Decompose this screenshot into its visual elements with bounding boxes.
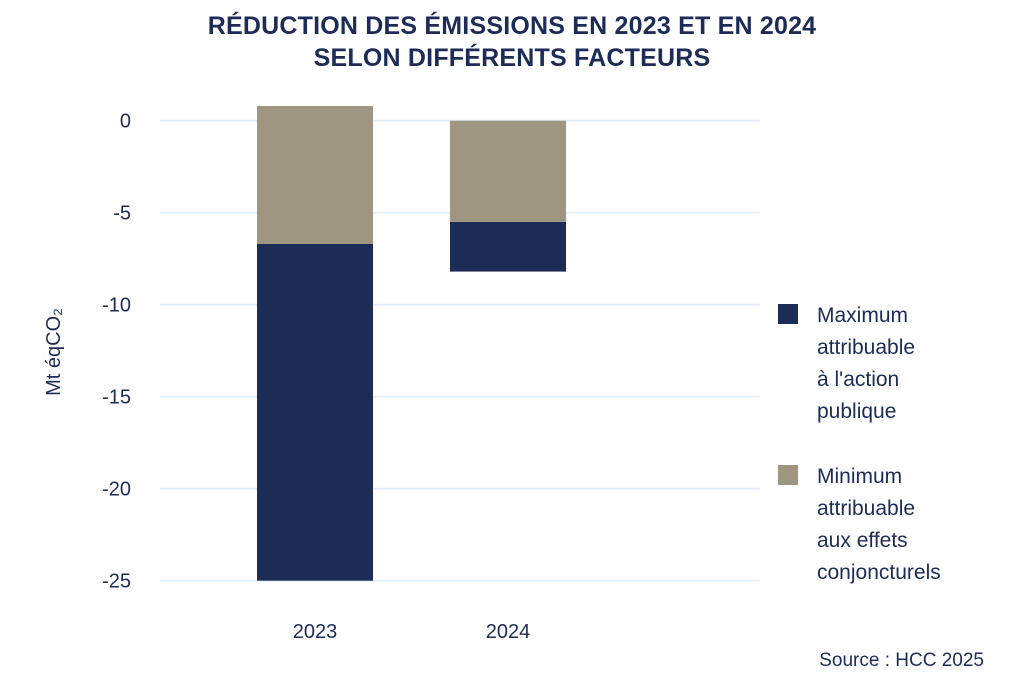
x-tick-label: 2024 xyxy=(486,621,531,643)
y-tick-label: -5 xyxy=(113,203,131,225)
legend-item-maximum: Maximum attribuable à l'action publique xyxy=(778,300,987,428)
y-tick-label: 0 xyxy=(120,111,131,133)
bar-segment xyxy=(450,120,566,222)
y-axis-label: Mt éqCO₂ xyxy=(43,308,65,396)
legend-label: Maximum attribuable à l'action publique xyxy=(817,300,987,428)
y-tick-label: -15 xyxy=(102,387,131,409)
legend-line: attribuable xyxy=(817,336,916,359)
legend-line: aux effets xyxy=(817,529,908,552)
legend-line: Maximum xyxy=(817,304,909,327)
legend-label: Minimum attribuable aux effets conjoncturel… xyxy=(817,461,987,589)
bar-segment xyxy=(257,105,373,244)
legend-line: à l'action xyxy=(817,368,900,391)
legend-item-minimum: Minimum attribuable aux effets conjoncturel… xyxy=(778,461,987,589)
y-tick-label: -20 xyxy=(102,479,131,501)
chart-subtitle: SELON DIFFÉRENTS FACTEURS xyxy=(313,44,711,72)
legend-line: Minimum xyxy=(817,465,903,488)
bar-segment xyxy=(257,243,373,581)
legend-swatch xyxy=(778,304,798,324)
y-tick-label: -10 xyxy=(102,295,131,317)
chart-title: RÉDUCTION DES ÉMISSIONS EN 2023 ET EN 20… xyxy=(207,12,817,40)
x-tick-label: 2023 xyxy=(293,621,338,643)
legend-line: conjoncturels xyxy=(817,561,941,584)
legend-line: attribuable xyxy=(817,497,916,520)
source-note: Source : HCC 2025 xyxy=(819,650,984,671)
bar-segment xyxy=(450,221,566,272)
legend-line: publique xyxy=(817,400,897,423)
y-tick-label: -25 xyxy=(102,571,131,593)
legend-swatch xyxy=(778,465,798,485)
